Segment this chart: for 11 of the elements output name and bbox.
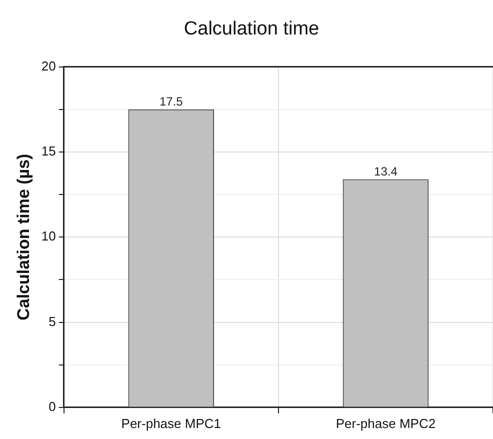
y-tick-label: 5 xyxy=(48,314,56,329)
data-label: 13.4 xyxy=(374,164,398,179)
y-tick-label: 10 xyxy=(41,228,56,244)
y-tick-label: 20 xyxy=(41,58,56,74)
data-label: 17.5 xyxy=(159,94,184,109)
x-tick-label: Per-phase MPC2 xyxy=(336,416,436,431)
y-axis-title: Calculation time (µs) xyxy=(14,154,33,320)
y-tick-label: 15 xyxy=(41,144,56,159)
x-tick-label: Per-phase MPC1 xyxy=(121,416,222,431)
y-tick-label: 0 xyxy=(48,398,56,414)
chart-title: Calculation time xyxy=(184,18,320,40)
